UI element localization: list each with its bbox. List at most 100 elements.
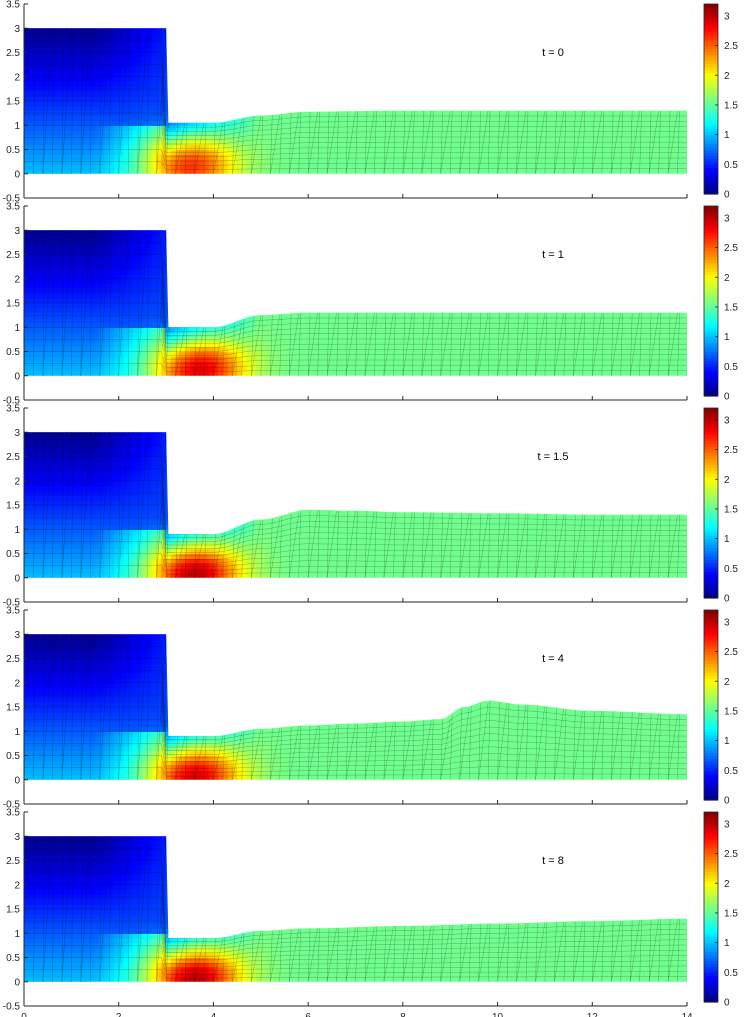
colorbar-tick-label: 1.5	[724, 908, 738, 919]
colorbar-1: 0 0.5 1 1.5 2 2.5 3	[703, 205, 738, 403]
y-tick-label: 1.5	[6, 299, 20, 310]
y-tick-label: 1.5	[6, 703, 20, 714]
mesh-1	[24, 230, 687, 376]
y-tick-label: 3	[14, 226, 20, 237]
panel-2: -0.5 0 0.5 1 1.5 2 2.5 3 3.5 t = 1.5 0 0.5 1 1.5 2 2.5 3	[3, 404, 739, 609]
colorbar-tick-label: 2.5	[724, 445, 738, 456]
colorbar-tick-label: 0.5	[724, 160, 738, 171]
colorbar-tick-label: 1.5	[724, 504, 738, 515]
y-tick-label: 2.5	[6, 250, 20, 261]
x-tick-label: 10	[492, 1012, 504, 1017]
y-tick-label: 1	[14, 727, 20, 738]
y-tick-label: 0.5	[6, 751, 20, 762]
colorbar-tick-label: 3	[724, 617, 730, 628]
colorbar-0: 0 0.5 1 1.5 2 2.5 3	[703, 3, 738, 201]
colorbar-tick-label: 0	[724, 392, 730, 403]
time-label: t = 1.5	[538, 451, 569, 463]
x-tick-label: 8	[400, 1012, 406, 1017]
colorbar-tick-label: 0	[724, 190, 730, 201]
colorbar-3: 0 0.5 1 1.5 2 2.5 3	[703, 609, 738, 807]
x-tick-label: 12	[587, 1012, 599, 1017]
y-tick-label: 3.5	[6, 404, 20, 415]
colorbar-tick-label: 1	[724, 332, 730, 343]
colorbar-tick-label: 2.5	[724, 41, 738, 52]
colorbar-tick-label: 1	[724, 534, 730, 545]
colorbar-tick-label: 3	[724, 819, 730, 830]
panel-3: -0.5 0 0.5 1 1.5 2 2.5 3 3.5 t = 4 0 0.5 1 1.5 2 2.5 3	[3, 606, 739, 811]
y-tick-label: 2.5	[6, 654, 20, 665]
x-tick-label: 14	[681, 1012, 693, 1017]
colorbar-tick-label: 0.5	[724, 564, 738, 575]
mesh-0	[24, 28, 687, 174]
x-tick-label: 6	[305, 1012, 311, 1017]
colorbar-tick-label: 1	[724, 938, 730, 949]
y-tick-label: 2.5	[6, 856, 20, 867]
y-tick-label: 0	[14, 169, 20, 180]
y-tick-label: 0	[14, 573, 20, 584]
time-label: t = 4	[542, 653, 564, 665]
colorbar-tick-label: 2.5	[724, 243, 738, 254]
y-tick-label: 1.5	[6, 905, 20, 916]
y-tick-label: 3.5	[6, 808, 20, 819]
colorbar-tick-label: 0.5	[724, 362, 738, 373]
y-tick-label: 3	[14, 832, 20, 843]
y-tick-label: 1	[14, 121, 20, 132]
colorbar-tick-label: 1.5	[724, 100, 738, 111]
y-tick-label: 0	[14, 775, 20, 786]
y-tick-label: 3	[14, 630, 20, 641]
x-tick-label: 0	[21, 1012, 27, 1017]
y-tick-label: -0.5	[3, 1002, 21, 1013]
y-tick-label: 2	[14, 678, 20, 689]
y-tick-label: 1	[14, 929, 20, 940]
y-tick-label: 2	[14, 476, 20, 487]
y-tick-label: 0.5	[6, 347, 20, 358]
colorbar-tick-label: 3	[724, 11, 730, 22]
colorbar-tick-label: 0	[724, 594, 730, 605]
colorbar-tick-label: 1	[724, 130, 730, 141]
y-tick-label: 2	[14, 274, 20, 285]
y-tick-label: 3	[14, 24, 20, 35]
panel-1: -0.5 0 0.5 1 1.5 2 2.5 3 3.5 t = 1 0 0.5 1 1.5 2 2.5 3	[3, 202, 739, 407]
colorbar-tick-label: 2	[724, 879, 730, 890]
time-label: t = 1	[542, 249, 564, 261]
colorbar-tick-label: 2	[724, 677, 730, 688]
colorbar-tick-label: 0	[724, 998, 730, 1009]
colorbar-tick-label: 1.5	[724, 302, 738, 313]
y-tick-label: 1	[14, 323, 20, 334]
y-tick-label: 0.5	[6, 953, 20, 964]
mesh-4	[24, 836, 687, 982]
panel-4: -0.500.511.522.533.502468101214t = 800.5…	[3, 808, 739, 1017]
y-tick-label: 2	[14, 72, 20, 83]
y-tick-label: 3.5	[6, 0, 20, 11]
y-tick-label: 0	[14, 371, 20, 382]
y-tick-label: -0.5	[3, 598, 21, 609]
y-tick-label: 2.5	[6, 48, 20, 59]
colorbar-tick-label: 2	[724, 273, 730, 284]
colorbar-tick-label: 2.5	[724, 647, 738, 658]
y-tick-label: 2	[14, 880, 20, 891]
colorbar-tick-label: 0.5	[724, 968, 738, 979]
y-tick-label: 1.5	[6, 501, 20, 512]
y-tick-label: 3	[14, 428, 20, 439]
y-tick-label: 2.5	[6, 452, 20, 463]
colorbar-tick-label: 3	[724, 415, 730, 426]
colorbar-4: 0 0.5 1 1.5 2 2.5 3	[703, 811, 738, 1009]
y-tick-label: 1.5	[6, 97, 20, 108]
y-tick-label: 0	[14, 977, 20, 988]
y-tick-label: 3.5	[6, 202, 20, 213]
y-tick-label: 3.5	[6, 606, 20, 617]
y-tick-label: -0.5	[3, 396, 21, 407]
y-tick-label: -0.5	[3, 800, 21, 811]
colorbar-tick-label: 0	[724, 796, 730, 807]
y-tick-label: 0.5	[6, 145, 20, 156]
colorbar-tick-label: 2	[724, 475, 730, 486]
colorbar-tick-label: 1	[724, 736, 730, 747]
time-label: t = 0	[542, 47, 564, 59]
colorbar-tick-label: 3	[724, 213, 730, 224]
y-tick-label: 1	[14, 525, 20, 536]
colorbar-tick-label: 2	[724, 71, 730, 82]
colorbar-tick-label: 2.5	[724, 849, 738, 860]
x-tick-label: 2	[116, 1012, 122, 1017]
colorbar-2: 0 0.5 1 1.5 2 2.5 3	[703, 407, 738, 605]
